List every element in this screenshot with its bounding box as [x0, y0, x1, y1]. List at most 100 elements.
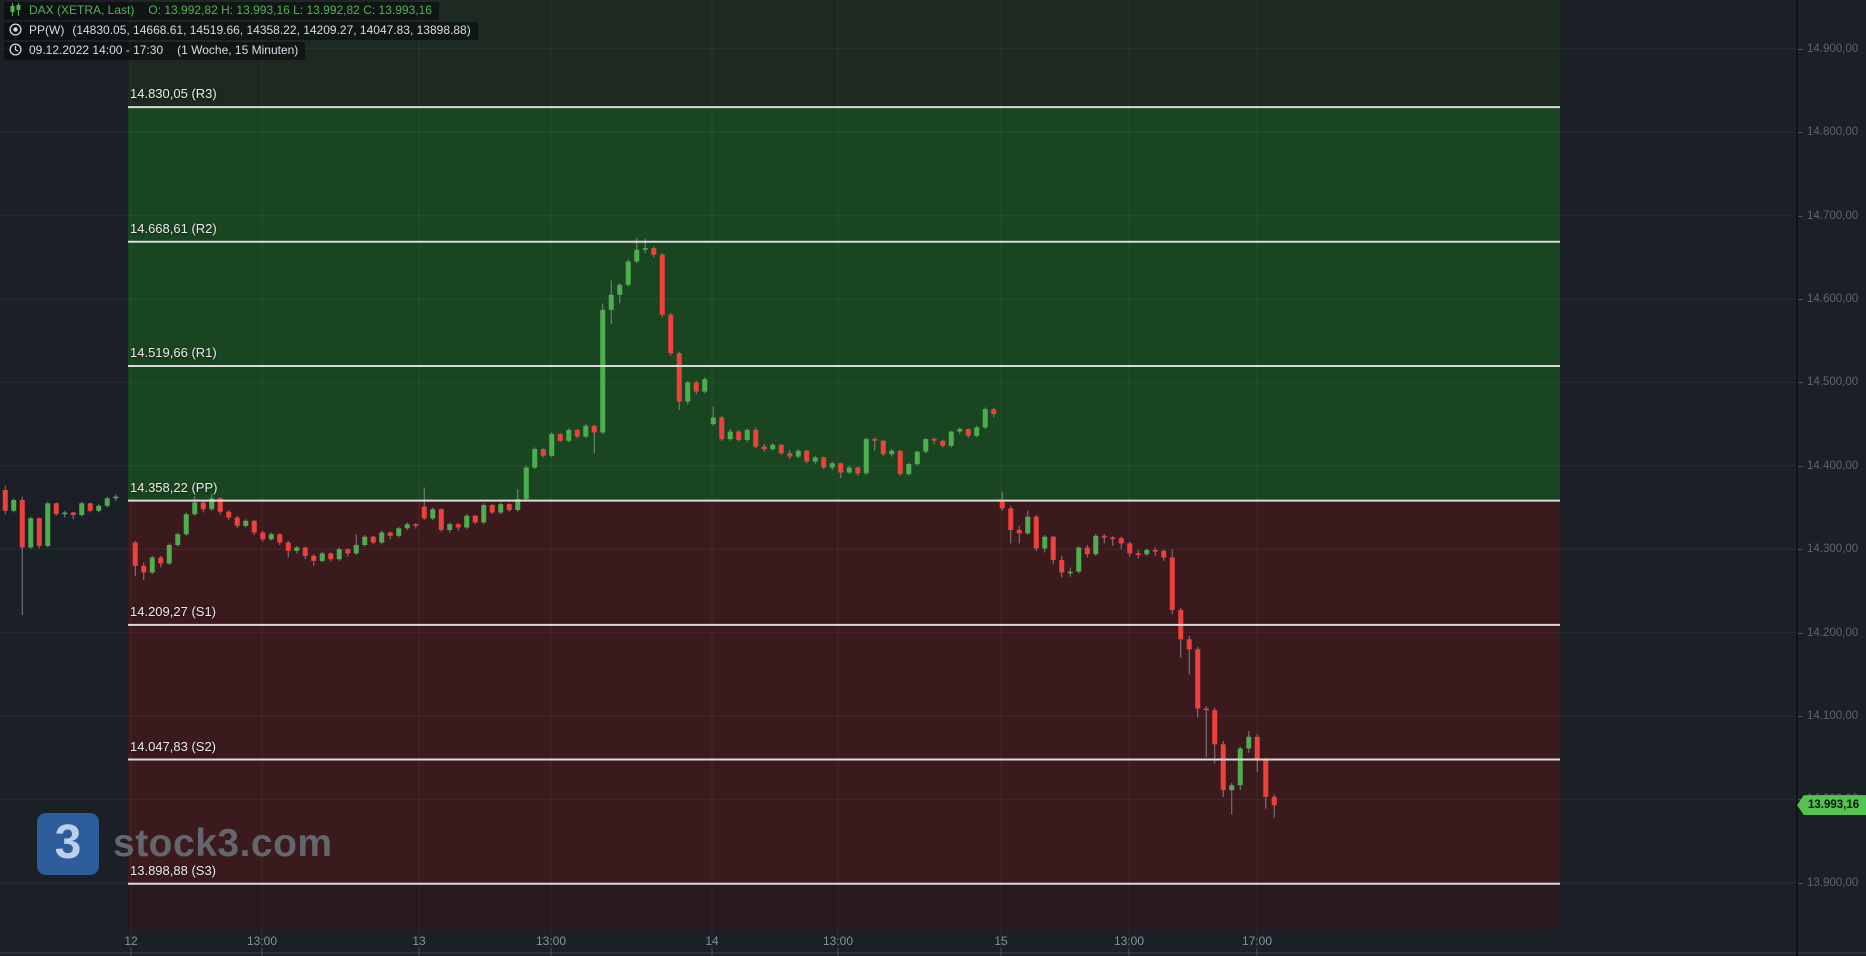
candle-down[interactable]	[557, 434, 563, 441]
candle-down[interactable]	[787, 453, 793, 457]
candle-up[interactable]	[727, 431, 733, 440]
candle-up[interactable]	[1076, 547, 1082, 572]
candle-up[interactable]	[464, 515, 470, 528]
candle-down[interactable]	[1110, 537, 1116, 540]
candle-up[interactable]	[28, 518, 34, 548]
candle-down[interactable]	[438, 509, 444, 530]
candle-down[interactable]	[940, 440, 946, 446]
candle-down[interactable]	[1033, 516, 1039, 549]
candle-down[interactable]	[87, 503, 93, 511]
candle-up[interactable]	[498, 504, 504, 513]
candle-down[interactable]	[1135, 553, 1141, 555]
candle-down[interactable]	[651, 248, 657, 255]
candle-up[interactable]	[914, 451, 920, 465]
candle-down[interactable]	[1212, 710, 1218, 745]
candle-up[interactable]	[209, 498, 215, 510]
candle-up[interactable]	[863, 439, 869, 474]
candle-down[interactable]	[761, 446, 767, 450]
candle-up[interactable]	[617, 284, 623, 295]
candle-up[interactable]	[1246, 736, 1252, 749]
candle-up[interactable]	[1237, 748, 1243, 786]
candle-up[interactable]	[1067, 571, 1073, 574]
candle-down[interactable]	[1161, 550, 1167, 558]
candle-up[interactable]	[523, 467, 529, 500]
candle-up[interactable]	[642, 248, 648, 250]
candle-up[interactable]	[404, 524, 410, 529]
candle-down[interactable]	[506, 504, 512, 510]
candle-up[interactable]	[608, 294, 614, 310]
candle-down[interactable]	[226, 511, 232, 518]
candle-up[interactable]	[634, 249, 640, 262]
candle-up[interactable]	[430, 509, 436, 519]
candle-up[interactable]	[549, 434, 555, 456]
candle-down[interactable]	[999, 501, 1005, 509]
candle-up[interactable]	[744, 429, 750, 440]
candle-down[interactable]	[1084, 547, 1090, 555]
candle-up[interactable]	[396, 528, 402, 536]
candle-down[interactable]	[1008, 508, 1014, 530]
candle-down[interactable]	[778, 444, 784, 454]
candle-down[interactable]	[591, 425, 597, 433]
candle-down[interactable]	[676, 353, 682, 402]
candle-down[interactable]	[200, 502, 206, 510]
candle-down[interactable]	[1263, 760, 1269, 797]
candle-down[interactable]	[472, 515, 478, 523]
candle-down[interactable]	[736, 431, 742, 440]
candle-up[interactable]	[702, 379, 708, 392]
candle-up[interactable]	[481, 505, 487, 523]
candle-up[interactable]	[770, 444, 776, 450]
candle-down[interactable]	[19, 500, 25, 548]
candle-down[interactable]	[387, 532, 393, 536]
candle-down[interactable]	[132, 542, 138, 566]
candle-down[interactable]	[897, 450, 903, 475]
candle-up[interactable]	[583, 425, 589, 437]
candle-up[interactable]	[812, 457, 818, 462]
candle-up[interactable]	[685, 382, 691, 402]
candle-up[interactable]	[294, 547, 300, 551]
candle-down[interactable]	[719, 417, 725, 440]
candle-up[interactable]	[974, 427, 980, 436]
candle-down[interactable]	[36, 518, 42, 546]
candle-up[interactable]	[11, 500, 17, 511]
candle-down[interactable]	[217, 498, 223, 512]
candle-up[interactable]	[1042, 536, 1048, 549]
candle-down[interactable]	[158, 557, 164, 564]
candle-up[interactable]	[982, 409, 988, 428]
candle-up[interactable]	[45, 503, 51, 546]
candle-down[interactable]	[1169, 557, 1175, 611]
candle-up[interactable]	[379, 532, 385, 543]
candle-up[interactable]	[79, 503, 85, 515]
legend-indicator-row[interactable]: PP(W) (14830.05, 14668.61, 14519.66, 1435…	[4, 22, 478, 40]
legend-range-row[interactable]: 09.12.2022 14:00 - 17:30 (1 Woche, 15 Min…	[4, 42, 306, 60]
candle-down[interactable]	[370, 536, 376, 543]
candle-up[interactable]	[1229, 785, 1235, 791]
candle-down[interactable]	[821, 457, 827, 468]
candle-down[interactable]	[872, 439, 878, 441]
candle-up[interactable]	[166, 545, 172, 564]
candle-up[interactable]	[149, 557, 155, 573]
candle-down[interactable]	[455, 524, 461, 528]
candle-down[interactable]	[1127, 543, 1133, 554]
candle-down[interactable]	[855, 467, 861, 474]
candle-up[interactable]	[62, 512, 68, 515]
candle-up[interactable]	[447, 524, 453, 530]
candle-up[interactable]	[795, 450, 801, 457]
candle-down[interactable]	[285, 542, 291, 551]
candle-up[interactable]	[319, 553, 325, 561]
candle-down[interactable]	[302, 547, 308, 556]
candle-down[interactable]	[1152, 550, 1158, 552]
candle-down[interactable]	[489, 505, 495, 513]
candle-down[interactable]	[659, 254, 665, 315]
candle-down[interactable]	[1016, 530, 1022, 534]
candle-down[interactable]	[1271, 796, 1277, 806]
candle-up[interactable]	[889, 450, 895, 455]
candle-down[interactable]	[1195, 649, 1201, 709]
candle-down[interactable]	[965, 429, 971, 436]
candle-up[interactable]	[353, 545, 359, 554]
candle-up[interactable]	[336, 549, 342, 560]
candle-up[interactable]	[710, 417, 716, 425]
candle-up[interactable]	[104, 498, 110, 506]
candle-down[interactable]	[277, 534, 283, 543]
candle-down[interactable]	[838, 463, 844, 473]
candle-up[interactable]	[1025, 516, 1031, 534]
